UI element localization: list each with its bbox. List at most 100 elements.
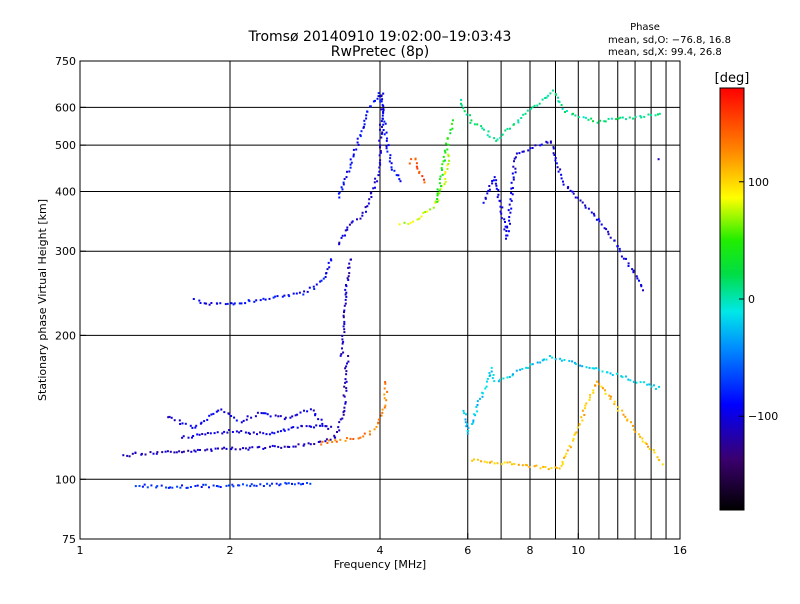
y-tick-label-1: 100	[55, 473, 76, 486]
echo-point	[416, 167, 419, 170]
echo-point	[292, 426, 295, 429]
echo-point	[325, 438, 328, 441]
echo-point	[228, 413, 231, 416]
echo-point	[381, 131, 384, 134]
echo-point	[529, 363, 532, 366]
echo-point	[377, 418, 380, 421]
echo-point	[225, 447, 228, 450]
echo-point	[349, 158, 352, 161]
echo-point	[348, 223, 351, 226]
echo-point	[451, 127, 454, 130]
echo-point	[584, 407, 586, 410]
echo-point	[608, 394, 611, 397]
echo-point	[486, 192, 489, 195]
echo-point	[657, 113, 659, 116]
echo-point	[244, 447, 247, 450]
echo-point	[486, 134, 489, 137]
echo-point	[383, 406, 386, 409]
echo-point	[346, 226, 349, 229]
echo-point	[654, 114, 657, 117]
y-tick-label-0: 75	[62, 533, 76, 546]
echo-point	[367, 202, 370, 205]
echo-point	[444, 180, 447, 183]
echo-point	[488, 135, 491, 138]
echo-point	[373, 428, 376, 431]
echo-point	[491, 182, 494, 185]
echo-point	[343, 320, 346, 323]
colorbar-ticks: 100 0 −100	[739, 176, 778, 423]
echo-point	[343, 178, 346, 180]
echo-point	[511, 187, 514, 189]
echo-point	[489, 461, 491, 464]
echo-point	[584, 404, 587, 407]
echo-point	[547, 468, 550, 471]
echo-point	[378, 154, 381, 157]
echo-point	[325, 425, 328, 428]
echo-point	[496, 462, 499, 465]
echo-point	[338, 421, 341, 424]
echo-point	[529, 147, 532, 150]
echo-point	[279, 483, 282, 486]
echo-point	[382, 92, 385, 95]
echo-point	[247, 448, 250, 451]
echo-point	[390, 168, 393, 171]
echo-point	[269, 445, 271, 448]
echo-point	[460, 104, 463, 107]
echo-point	[242, 419, 245, 422]
echo-point	[376, 97, 379, 100]
echo-point	[509, 198, 512, 201]
echo-point	[208, 414, 211, 417]
echo-point	[192, 435, 195, 437]
echo-point	[352, 153, 355, 156]
echo-point	[444, 171, 447, 173]
echo-point	[169, 486, 172, 489]
echo-point	[476, 404, 479, 406]
echo-point	[338, 429, 341, 432]
echo-point	[373, 181, 376, 184]
echo-point	[167, 416, 170, 419]
echo-point	[342, 351, 345, 354]
colorbar-tick-label-0: 100	[748, 176, 769, 189]
echo-point	[314, 413, 317, 415]
echo-point	[355, 148, 358, 151]
echo-point	[273, 445, 276, 448]
echo-point	[341, 417, 344, 420]
echo-point	[352, 438, 355, 440]
echo-point	[334, 436, 337, 439]
echo-point	[315, 283, 318, 286]
y-axis-label: Stationary phase Virtual Height [km]	[36, 199, 49, 401]
echo-point	[253, 300, 256, 303]
echo-point	[634, 115, 637, 118]
echo-point	[250, 416, 253, 419]
echo-point	[572, 192, 575, 195]
echo-point	[466, 432, 469, 435]
echo-point	[617, 406, 619, 409]
echo-point	[620, 255, 623, 258]
echo-point	[626, 419, 629, 422]
echo-point	[619, 250, 621, 253]
echo-point	[240, 430, 243, 432]
echo-point	[471, 423, 474, 425]
echo-point	[632, 117, 634, 120]
echo-point	[549, 92, 552, 95]
echo-point	[582, 116, 585, 119]
echo-point	[274, 295, 277, 298]
echo-point	[372, 100, 375, 103]
echo-point	[233, 416, 236, 419]
echo-point	[140, 452, 143, 455]
echo-point	[340, 353, 343, 356]
echo-point	[150, 484, 153, 487]
echo-point	[533, 465, 536, 468]
echo-point	[324, 276, 327, 278]
echo-point	[346, 228, 349, 231]
echo-point	[149, 451, 152, 454]
echo-point	[412, 220, 415, 223]
echo-point	[377, 174, 380, 177]
echo-point	[160, 484, 163, 487]
echo-point	[287, 428, 290, 431]
echo-point	[493, 462, 496, 465]
trace-0	[122, 434, 336, 458]
echo-point	[223, 430, 226, 433]
